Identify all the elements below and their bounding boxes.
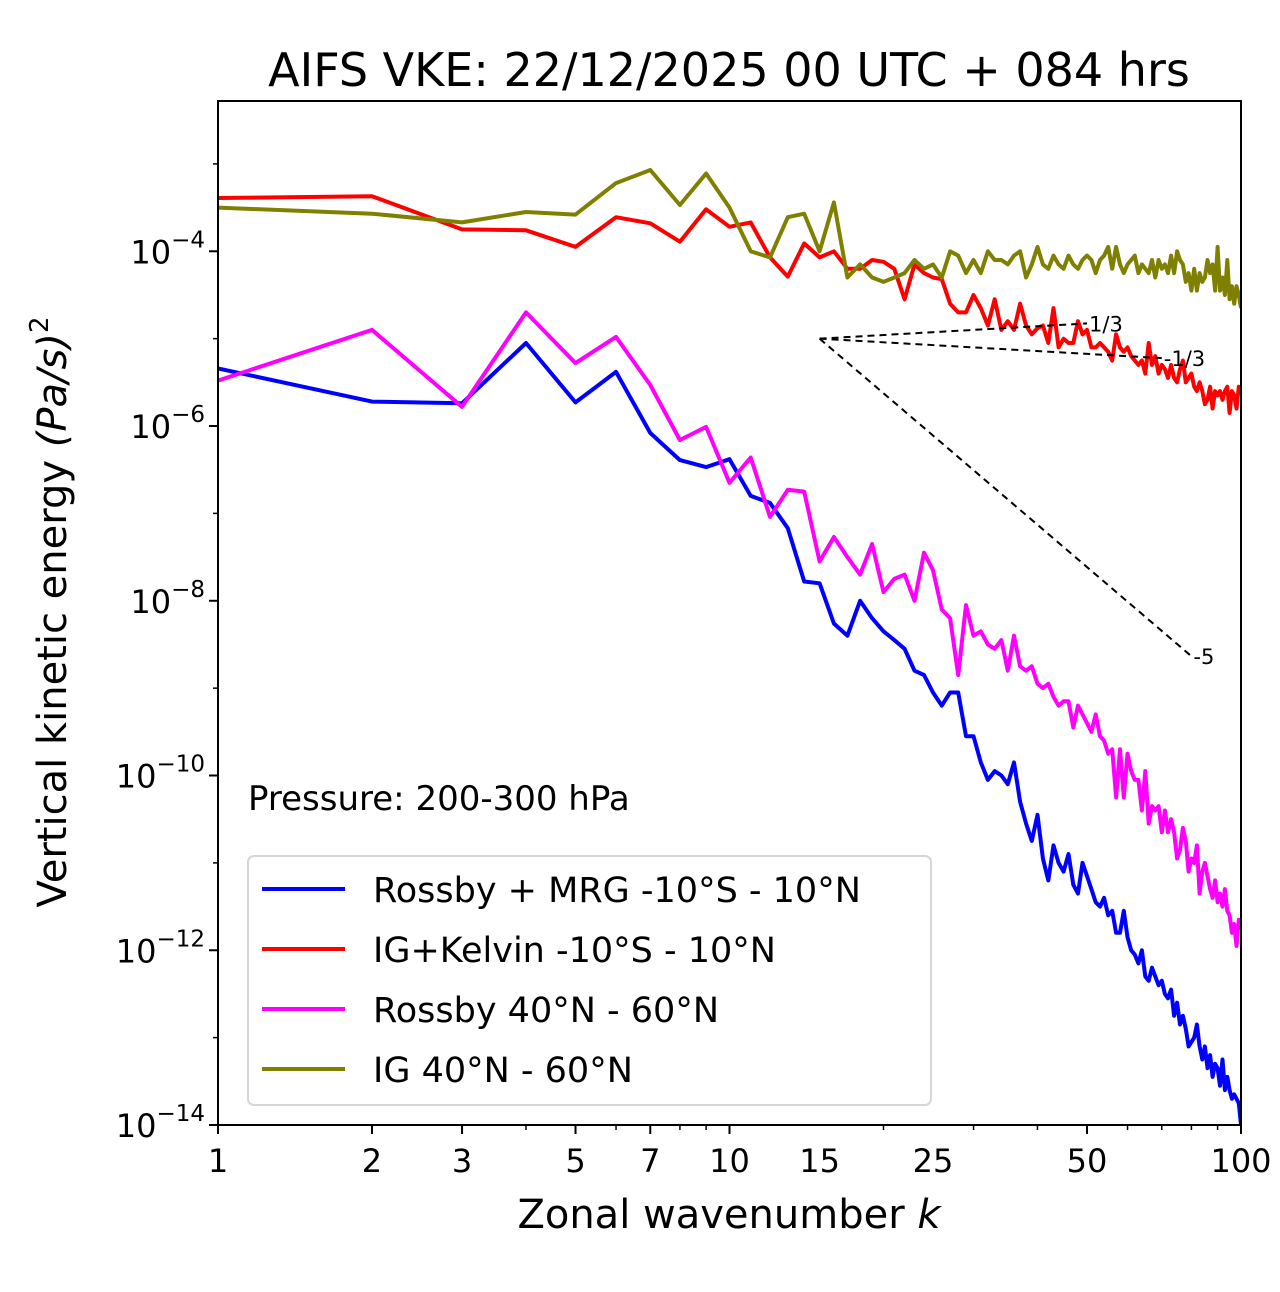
- y-tick-label: 10−8: [130, 577, 205, 621]
- y-axis-label-text: Vertical kinetic energy: [30, 460, 76, 908]
- y-tick-base: 10: [130, 583, 171, 621]
- y-tick-exponent: −8: [171, 577, 205, 603]
- y-tick-exponent: −10: [156, 752, 205, 778]
- reference-slope-line: [818, 337, 1193, 658]
- series-line-0: [218, 341, 1241, 1125]
- y-tick-base: 10: [116, 758, 157, 796]
- x-tick-label: 50: [1067, 1142, 1108, 1180]
- legend-label-2: Rossby 40°N - 60°N: [373, 991, 719, 1031]
- x-axis-label-k: k: [917, 1192, 942, 1238]
- x-tick-label: 1: [208, 1142, 228, 1180]
- legend-label-0: Rossby + MRG -10°S - 10°N: [373, 871, 861, 911]
- y-tick-base: 10: [130, 408, 171, 446]
- legend: Rossby + MRG -10°S - 10°N IG+Kelvin -10°S…: [247, 855, 932, 1106]
- y-tick-label: 10−10: [116, 752, 205, 796]
- y-axis-label-sup: 2: [25, 317, 55, 334]
- series-line-1: [218, 194, 1241, 415]
- x-tick-label: 10: [709, 1142, 750, 1180]
- x-tick-label: 3: [452, 1142, 472, 1180]
- chart-title: AIFS VKE: 22/12/2025 00 UTC + 084 hrs: [268, 43, 1190, 97]
- x-tick-label: 100: [1210, 1142, 1271, 1180]
- y-tick-exponent: −4: [171, 227, 205, 253]
- reference-slope-label: -1/3: [1164, 347, 1205, 371]
- x-tick-label: 5: [565, 1142, 585, 1180]
- y-tick-label: 10−4: [130, 227, 205, 271]
- legend-box: [247, 855, 932, 1106]
- reference-slope-label: -5: [1193, 645, 1214, 669]
- series-line-2: [218, 310, 1241, 948]
- reference-slope-line: [819, 337, 1162, 360]
- y-tick-exponent: −12: [156, 926, 205, 952]
- y-tick-base: 10: [116, 932, 157, 970]
- y-tick-exponent: −6: [171, 402, 205, 428]
- x-axis-label-text: Zonal wavenumber: [517, 1192, 905, 1238]
- reference-slope-line: [819, 322, 1088, 340]
- y-tick-label: 10−6: [130, 402, 205, 446]
- legend-label-1: IG+Kelvin -10°S - 10°N: [373, 931, 776, 971]
- y-axis-label-unit: (Pa/s): [30, 333, 76, 447]
- series-line-3: [218, 168, 1241, 309]
- y-tick-label: 10−14: [116, 1101, 205, 1145]
- plot-area: 1/3 -1/3 -5: [218, 168, 1241, 1125]
- y-tick-exponent: −14: [156, 1101, 205, 1127]
- pressure-annotation: Pressure: 200-300 hPa: [248, 779, 630, 819]
- x-tick-label: 15: [799, 1142, 840, 1180]
- y-tick-label: 10−12: [116, 926, 205, 970]
- series-group: [218, 168, 1241, 1125]
- x-tick-label: 25: [913, 1142, 954, 1180]
- legend-label-3: IG 40°N - 60°N: [373, 1051, 633, 1091]
- x-tick-label: 2: [362, 1142, 382, 1180]
- y-tick-base: 10: [130, 233, 171, 271]
- x-axis-label: Zonal wavenumber k: [517, 1192, 942, 1238]
- x-tick-label: 7: [640, 1142, 660, 1180]
- y-tick-base: 10: [116, 1107, 157, 1145]
- y-axis-label: Vertical kinetic energy (Pa/s)2: [25, 317, 76, 908]
- axis-ticks: 1 2 3 5 7 10 15 25 50 10010−1410−1210−1010−810−61…: [116, 163, 1272, 1180]
- reference-slope-label: 1/3: [1089, 312, 1123, 336]
